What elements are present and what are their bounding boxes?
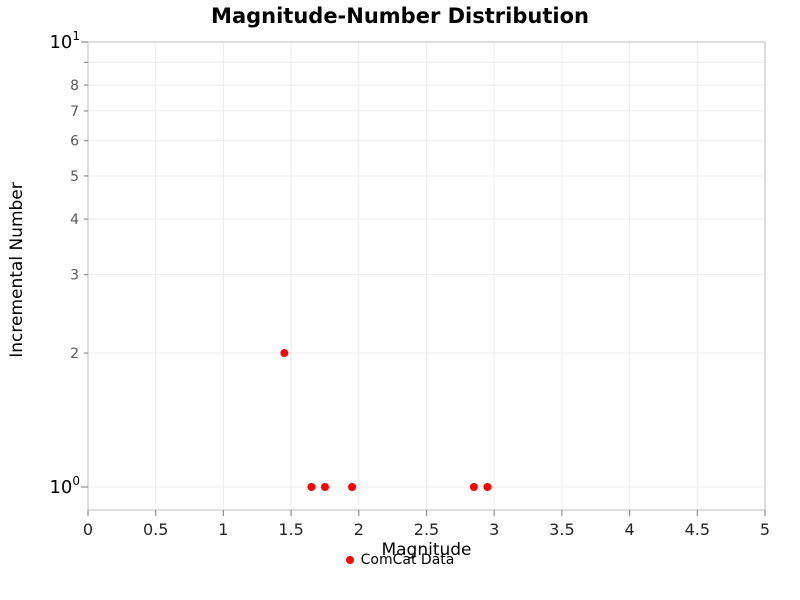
y-tick-labels: 2 3 4 5 6 7 8	[70, 78, 79, 362]
data-point	[483, 483, 492, 491]
y-tick-label: 5	[70, 169, 79, 185]
x-tick-label: 4.5	[685, 520, 710, 539]
legend: ComCat Data	[0, 552, 800, 568]
x-tick-label: 2	[354, 520, 364, 539]
y-tick-label: 8	[70, 78, 79, 94]
x-tick-label: 4	[625, 520, 635, 539]
data-points	[280, 349, 492, 491]
legend-label: ComCat Data	[360, 552, 455, 568]
x-tick-label: 3.5	[549, 520, 574, 539]
x-tick-label: 0	[83, 520, 93, 539]
tick-marks	[81, 41, 766, 516]
y-axis-label: Incremental Number	[7, 182, 27, 358]
x-tick-label: 0.5	[143, 520, 168, 539]
data-point	[280, 349, 289, 358]
y-tick-label: 2	[70, 346, 79, 362]
y-tick-label: 7	[70, 104, 79, 120]
chart-title: Magnitude-Number Distribution	[211, 4, 589, 28]
y-major-tick-label: 101	[49, 29, 80, 53]
legend-marker-icon	[345, 556, 354, 564]
y-tick-label: 4	[70, 212, 79, 228]
data-point	[348, 483, 357, 491]
y-major-tick-label: 100	[49, 474, 80, 498]
x-tick-label: 5	[760, 520, 770, 539]
x-tick-label: 1.5	[278, 520, 303, 539]
y-tick-label: 3	[70, 268, 79, 284]
x-tick-label: 1	[218, 520, 228, 539]
data-point	[469, 483, 478, 491]
y-tick-label: 6	[70, 134, 79, 150]
x-tick-labels: 0 0.5 1 1.5 2 2.5 3 3.5 4 4.5 5	[83, 520, 770, 539]
x-tick-label: 3	[489, 520, 499, 539]
data-point	[307, 483, 316, 491]
gridlines	[88, 42, 765, 510]
data-point	[320, 483, 329, 491]
x-tick-label: 2.5	[414, 520, 439, 539]
x-axis-label: Magnitude	[381, 540, 472, 560]
